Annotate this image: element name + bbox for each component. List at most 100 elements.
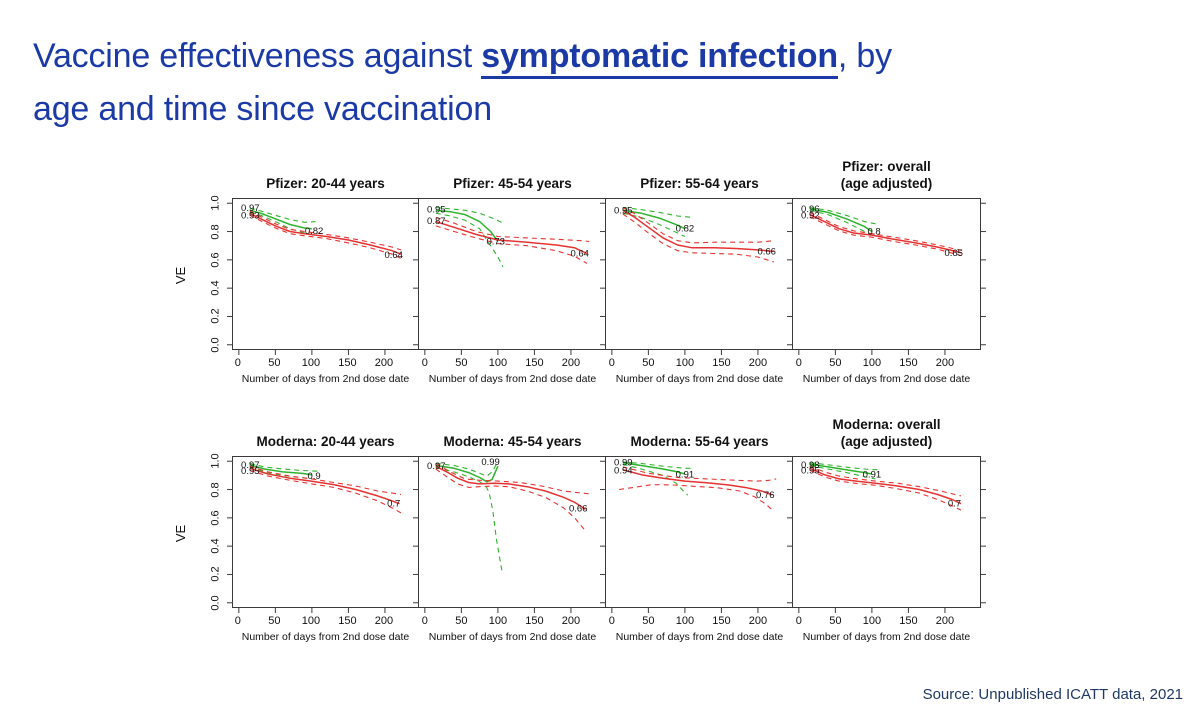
x-tick-label: 0 [421,615,428,627]
x-tick-label: 100 [301,615,321,627]
plot-svg-pfizer-45-54: 0.950.87 0.73 0.64 [413,202,590,355]
plot-svg-moderna-45-54: 0.97 0.99 0.66 [413,457,590,613]
x-axis-label: Number of days from 2nd dose date [802,631,971,643]
plot-svg-moderna-overall: 0.980.95 0.91 0.7 [787,460,986,613]
x-tick-label: 200 [561,357,581,369]
series-red-lower-ci [622,213,775,263]
x-tick-label: 100 [488,615,508,627]
series-green-upper-ci [622,461,693,469]
chart-panel-moderna-overall: Moderna: overall (age adjusted) 0.98 0.95 0.… [787,408,986,643]
x-tick-label: 50 [268,615,281,627]
panel-title: Pfizer: 55-64 years [606,150,793,198]
x-tick-label: 50 [829,357,842,369]
title-emphasis: symptomatic infection [481,37,838,79]
value-label: 0.76 [756,490,775,501]
value-label: 0.98 [801,460,820,471]
value-label: 0.93 [241,210,260,221]
x-tick-label: 100 [862,615,882,627]
series-red-upper-ci [249,210,402,251]
value-label: 0.94 [614,465,633,476]
title-suffix: , by [837,37,892,75]
x-tick-label: 200 [374,357,394,369]
panel-title: Pfizer: overall (age adjusted) [793,150,980,198]
value-label: 0.95 [427,205,446,216]
y-tick-label: 0.4 [209,280,222,296]
value-label: 0.97 [427,461,446,472]
x-tick-label: 150 [525,357,544,369]
value-label: 0.82 [305,226,324,237]
chart-panel-pfizer-overall: Pfizer: overall (age adjusted) 0.96 0.92 0.8… [787,150,986,385]
value-label: 0.99 [481,457,500,468]
value-label: 0.96 [801,204,820,215]
slide-title: Vaccine effectiveness against symptomati… [33,30,1163,135]
value-label: 0.7 [387,499,400,510]
y-axis-label: VE [173,266,189,285]
value-label: 0.65 [944,248,963,259]
x-tick-label: 50 [642,615,655,627]
panel-title: Pfizer: 45-54 years [419,150,606,198]
x-tick-label: 50 [642,357,655,369]
series-green-estimate [249,209,312,230]
value-label: 0.91 [676,470,695,481]
y-tick-label: 0.8 [209,481,222,498]
plot-svg-pfizer-55-64: 0.95 0.82 0.66 [600,202,776,355]
y-tick-label: 0.6 [209,510,222,526]
plot-area: 0.95 0.82 0.66 [600,198,794,355]
series-green-upper-ci [435,462,498,477]
title-line2: age and time since vaccination [33,89,492,128]
series-red-estimate [809,467,962,505]
series-green-lower-ci [435,212,504,268]
chart-panel-pfizer-45-54: Pfizer: 45-54 years 0.95 0.87 0.73 0.64 0 50 10… [413,150,607,385]
value-label: 0.64 [570,248,589,259]
y-tick-label: 1.0 [209,453,222,469]
panel-title: Moderna: 20-44 years [232,408,419,456]
value-label: 0.7 [948,499,961,510]
chart-panel-moderna-20-44: Moderna: 20-44 years 0.97 0.95 0.9 0.7 0 50 100… [227,408,421,643]
series-green-estimate [622,209,686,230]
x-tick-label: 100 [301,357,321,369]
panel-title-line1: Moderna: 55-64 years [630,434,769,450]
x-tick-label: 200 [935,615,955,627]
x-tick-label: 200 [748,615,768,627]
value-label: 0.95 [614,205,633,216]
chart-panel-pfizer-20-44: Pfizer: 20-44 years 0.97 0.93 0.82 0.64 0 50 10… [227,150,421,385]
x-axis-label: Number of days from 2nd dose date [428,631,597,643]
value-label: 0.91 [863,470,882,481]
plot-svg-moderna-55-64: 0.990.94 0.91 0.76 [600,458,777,613]
x-axis-label: Number of days from 2nd dose date [615,373,784,385]
y-tick-label: 0.8 [209,223,222,240]
y-axis-label: VE [173,524,189,543]
plot-area: 0.96 0.92 0.8 0.65 [787,198,986,355]
x-axis-ticks: 0 50 100 150 200 [419,608,606,630]
value-label: 0.66 [569,504,588,515]
x-tick-label: 0 [608,357,615,369]
panel-title-line2: (age adjusted) [840,176,933,192]
series-red-estimate [622,209,775,253]
x-tick-label: 50 [455,357,468,369]
panel-title-line1: Moderna: overall [832,416,941,432]
x-tick-label: 150 [338,615,357,627]
value-label: 0.92 [801,210,820,221]
series-green-estimate [622,461,686,475]
series-red-estimate [249,212,402,255]
series-red-lower-ci [249,469,402,514]
value-label: 0.66 [757,246,776,257]
series-green-upper-ci [809,462,878,471]
plot-area: 0.95 0.87 0.73 0.64 [413,198,607,355]
panel-title-line2: (age adjusted) [840,434,933,450]
x-tick-label: 100 [488,357,508,369]
plot-area: 0.97 0.93 0.82 0.64 [227,198,421,355]
series-green-lower-ci [622,212,686,237]
y-tick-label: 0.6 [209,252,222,268]
series-red-lower-ci [249,214,402,259]
x-tick-label: 200 [561,615,581,627]
x-axis-ticks: 0 50 100 150 200 [606,350,793,372]
x-tick-label: 200 [935,357,955,369]
series-green-estimate [435,464,499,483]
panel-title-line1: Moderna: 45-54 years [443,434,582,450]
value-label: 0.95 [801,465,820,476]
series-green-upper-ci [435,206,504,224]
x-tick-label: 50 [455,615,468,627]
x-axis-ticks: 0 50 100 150 200 [232,608,419,630]
